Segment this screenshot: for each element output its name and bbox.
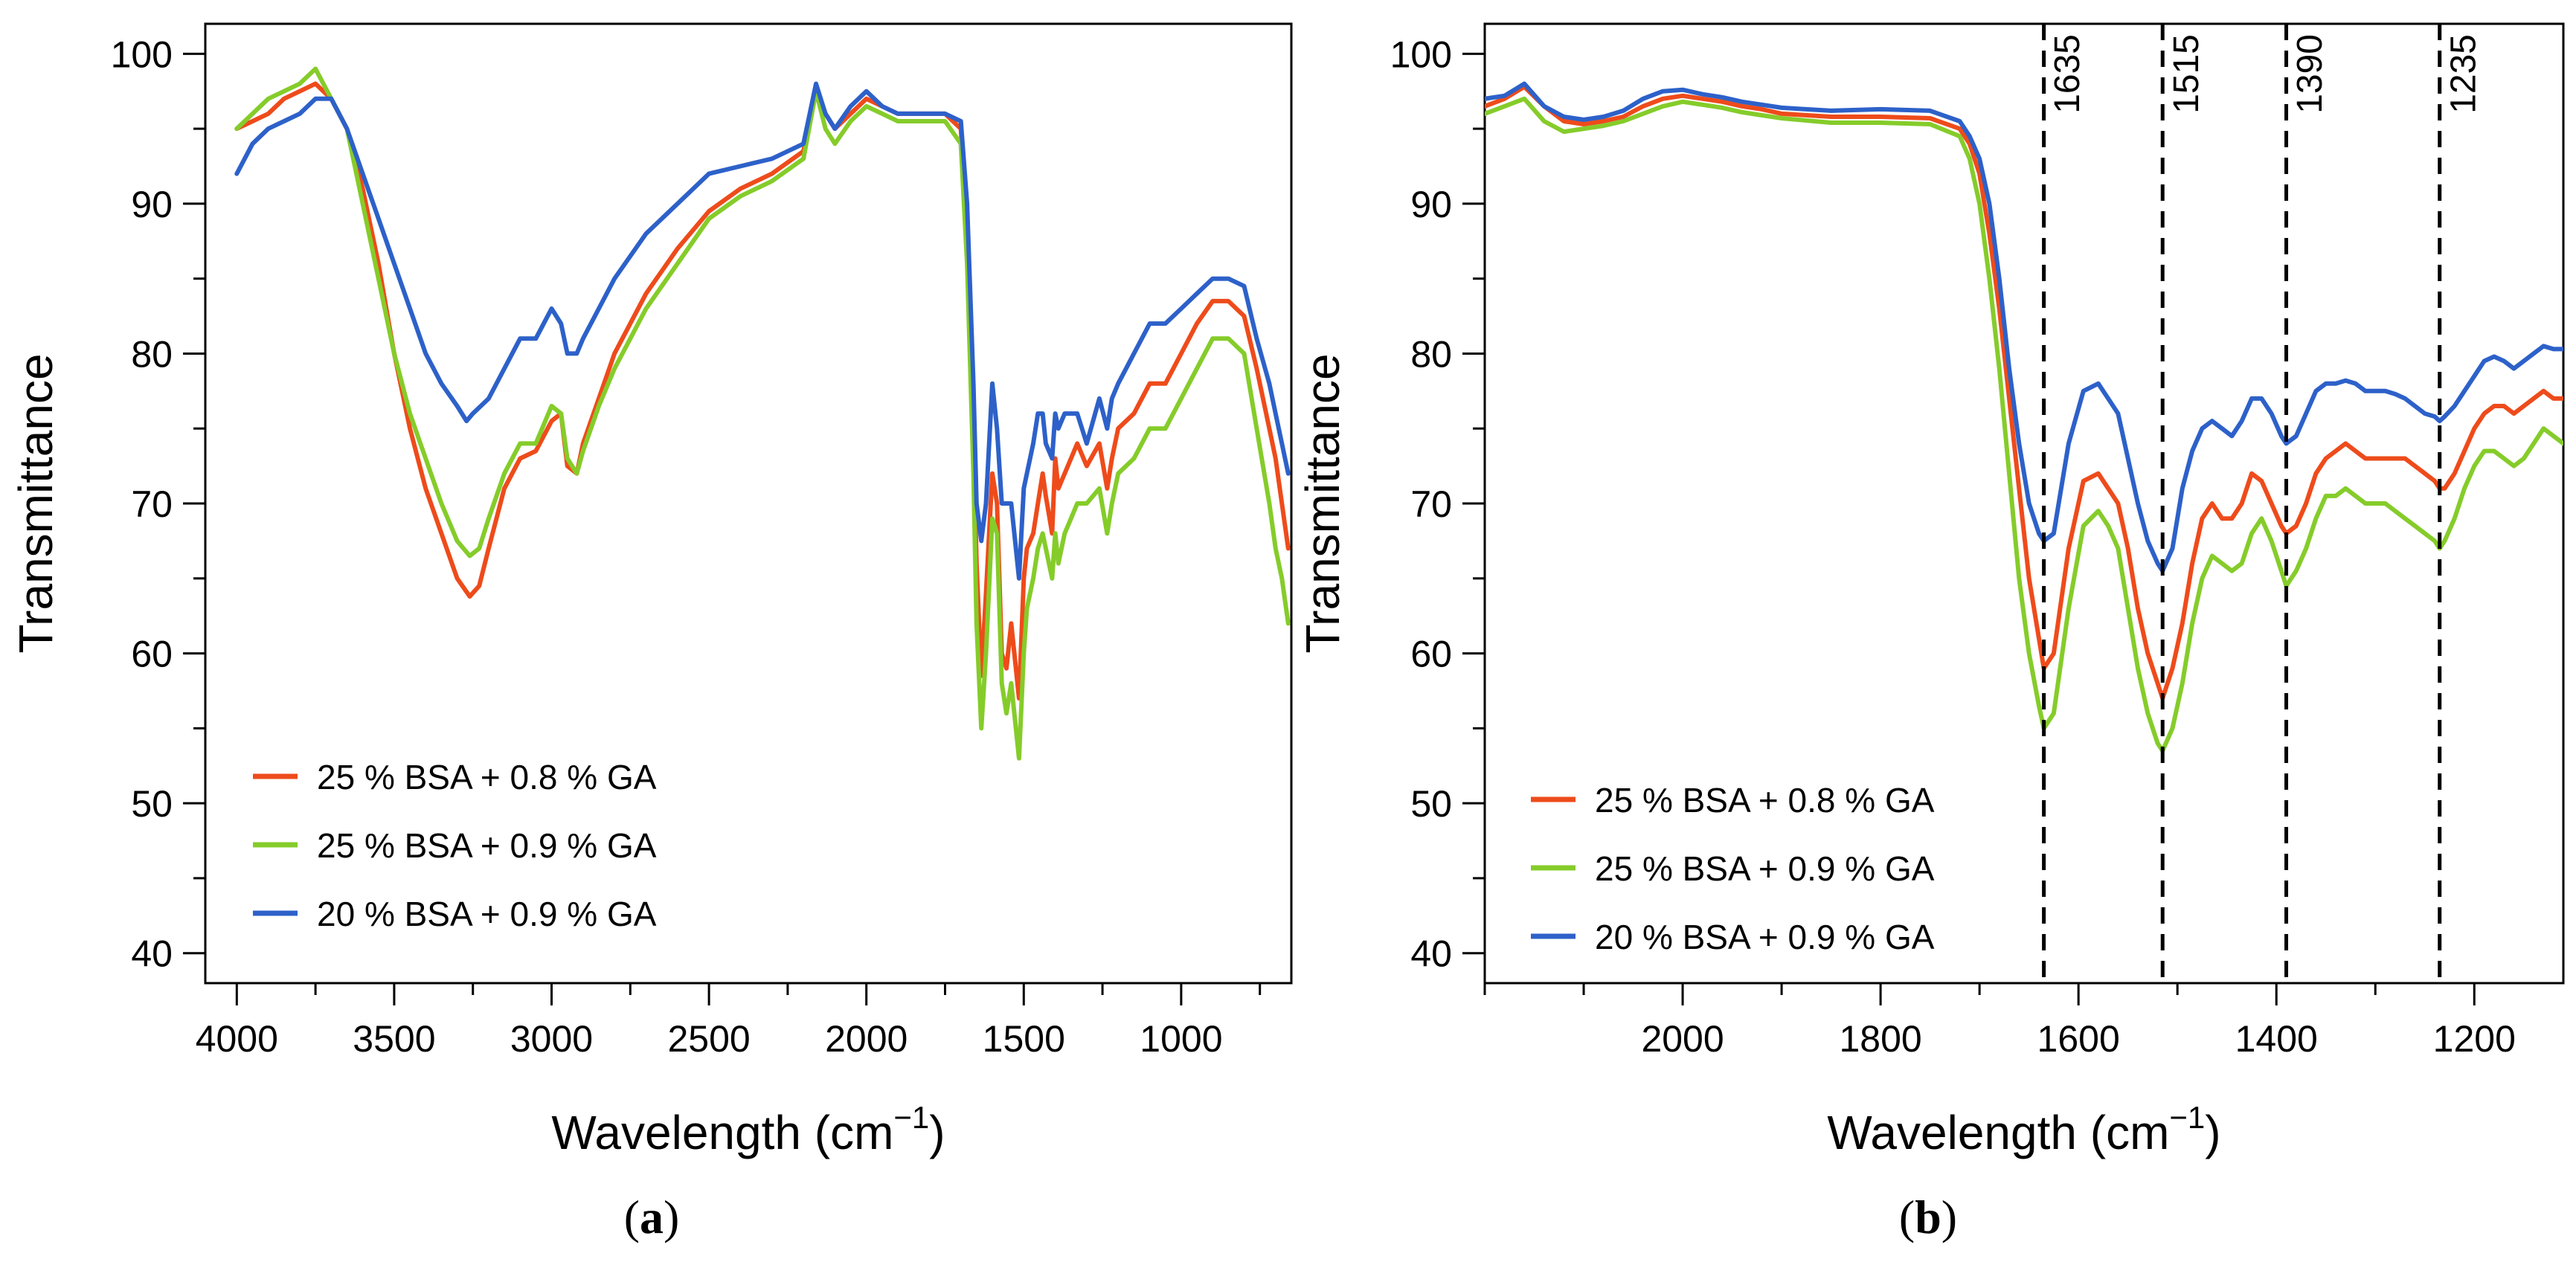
x-tick-label: 1800 <box>1839 1018 1921 1060</box>
y-tick-label: 80 <box>131 333 173 375</box>
legend-label: 25 % BSA + 0.8 % GA <box>317 758 657 796</box>
x-axis-label-close: ) <box>929 1106 945 1159</box>
reference-line-label: 1635 <box>2048 34 2087 114</box>
x-tick-label: 2000 <box>825 1018 908 1060</box>
legend: 25 % BSA + 0.8 % GA 25 % BSA + 0.9 % GA 20… <box>253 758 657 933</box>
x-tick-label: 1000 <box>1140 1018 1222 1060</box>
y-axis-label: Transmittance <box>9 353 62 653</box>
y-tick-label: 60 <box>1410 634 1452 675</box>
y-tick-label: 100 <box>111 33 173 75</box>
x-axis-label-close: ) <box>2205 1106 2220 1159</box>
x-tick-label: 3000 <box>510 1018 593 1060</box>
legend-label: 20 % BSA + 0.9 % GA <box>1595 918 1935 956</box>
y-tick-label: 70 <box>1410 483 1452 525</box>
x-axis-label-text: Wavelength (cm <box>551 1106 893 1159</box>
legend-label: 25 % BSA + 0.9 % GA <box>317 826 657 865</box>
x-tick-label: 3500 <box>353 1018 435 1060</box>
y-tick-label: 70 <box>131 483 173 525</box>
y-tick-label: 90 <box>1410 184 1452 225</box>
legend-label: 25 % BSA + 0.8 % GA <box>1595 781 1935 820</box>
reference-line-label: 1515 <box>2167 34 2206 114</box>
y-tick-label: 40 <box>131 933 173 975</box>
plot-frame <box>1483 22 2565 985</box>
y-axis-label: Transmittance <box>1296 353 1349 653</box>
y-tick-label: 100 <box>1390 33 1452 75</box>
y-tick-label: 80 <box>1410 333 1452 375</box>
reference-line-label: 1235 <box>2444 34 2483 114</box>
y-tick-label: 60 <box>131 634 173 675</box>
x-axis-label-superscript: −1 <box>2169 1100 2205 1135</box>
panel-caption-b: (b) <box>1898 1191 1958 1243</box>
x-tick-label: 1200 <box>2433 1018 2516 1060</box>
y-tick-label: 50 <box>131 783 173 825</box>
x-tick-label: 1400 <box>2235 1018 2318 1060</box>
legend: 25 % BSA + 0.8 % GA 25 % BSA + 0.9 % GA 20… <box>1531 781 1935 956</box>
x-tick-label: 1500 <box>983 1018 1065 1060</box>
panel-caption-a: (a) <box>623 1191 680 1243</box>
x-tick-label: 2000 <box>1641 1018 1724 1060</box>
series-group <box>1485 81 2563 753</box>
y-tick-label: 90 <box>131 184 173 225</box>
x-tick-label: 2500 <box>667 1018 750 1060</box>
chart-panel-b: 2000 1800 1600 1400 1200 40 50 60 70 80 90 100 Wavel… <box>1296 22 2565 1159</box>
x-axis-label: Wavelength (cm−1) <box>551 1100 945 1159</box>
x-tick-label: 1600 <box>2037 1018 2120 1060</box>
series-line-1 <box>1485 84 2563 701</box>
series-line-1 <box>234 81 1291 701</box>
y-tick-label: 50 <box>1410 783 1452 825</box>
legend-label: 25 % BSA + 0.9 % GA <box>1595 849 1935 888</box>
series-line-2 <box>234 66 1291 761</box>
reference-line-label: 1390 <box>2290 34 2330 114</box>
chart-panel-a: 4000 3500 3000 2500 2000 1500 1000 40 50 60 70 80 90… <box>9 22 1293 1159</box>
x-axis-label-superscript: −1 <box>893 1100 929 1135</box>
legend-label: 20 % BSA + 0.9 % GA <box>317 895 657 933</box>
panel-caption-a-letter: a <box>640 1191 664 1243</box>
y-tick-label: 40 <box>1410 933 1452 975</box>
series-group <box>234 66 1291 761</box>
panel-caption-b-letter: b <box>1915 1191 1941 1243</box>
x-axis-label-text: Wavelength (cm <box>1827 1106 2169 1159</box>
series-line-2 <box>1485 96 2563 753</box>
x-axis-label: Wavelength (cm−1) <box>1827 1100 2220 1159</box>
series-line-3 <box>1485 81 2563 573</box>
x-tick-label: 4000 <box>196 1018 278 1060</box>
series-line-3 <box>234 81 1291 581</box>
